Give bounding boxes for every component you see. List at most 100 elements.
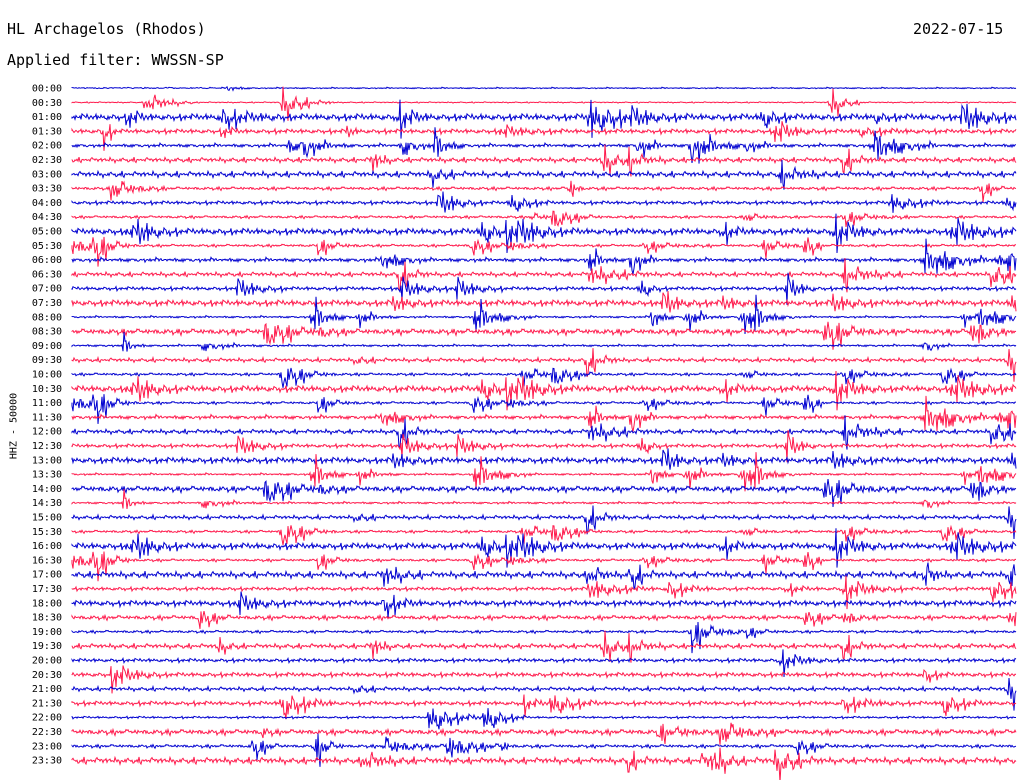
row-time-label: 21:00 — [32, 684, 62, 695]
seismic-trace — [71, 415, 1017, 450]
row-time-label: 09:30 — [32, 355, 62, 366]
row-time-label: 03:30 — [32, 184, 62, 195]
seismic-trace — [71, 144, 1017, 177]
seismic-trace — [71, 85, 1017, 92]
row-time-label: 08:00 — [32, 312, 62, 323]
seismic-trace — [71, 665, 1017, 694]
row-time-label: 18:00 — [32, 598, 62, 609]
seismic-trace — [71, 489, 1017, 509]
row-time-label: 04:30 — [32, 212, 62, 223]
row-time-label: 18:30 — [32, 613, 62, 624]
seismic-trace — [71, 694, 1017, 720]
seismic-trace — [71, 528, 1017, 568]
row-time-label: 06:00 — [32, 255, 62, 266]
row-time-label: 02:00 — [32, 141, 62, 152]
row-time-label: 00:30 — [32, 98, 62, 109]
row-time-label: 04:00 — [32, 198, 62, 209]
seismic-trace — [71, 551, 1016, 582]
row-time-label: 19:00 — [32, 627, 62, 638]
seismic-trace — [71, 394, 1016, 424]
row-time-label: 23:00 — [32, 741, 62, 752]
row-time-label: 00:00 — [32, 84, 62, 95]
seismic-trace — [71, 236, 1016, 267]
seismic-trace — [71, 747, 1017, 780]
row-time-label: 05:30 — [32, 241, 62, 252]
seismic-trace — [71, 610, 1017, 629]
seismic-trace — [71, 452, 1017, 492]
filter-label: Applied filter: WWSSN-SP — [7, 51, 224, 69]
row-time-label: 07:30 — [32, 298, 62, 309]
row-time-label: 01:00 — [32, 112, 62, 123]
row-time-label: 20:30 — [32, 670, 62, 681]
row-time-label: 07:00 — [32, 284, 62, 295]
seismic-trace — [71, 448, 1017, 470]
row-time-label: 14:30 — [32, 498, 62, 509]
seismic-trace — [71, 291, 1017, 313]
row-time-label: 15:00 — [32, 513, 62, 524]
date-label: 2022-07-15 — [913, 20, 1004, 38]
seismic-trace — [71, 191, 1017, 213]
seismic-trace — [71, 272, 1017, 305]
row-time-label: 13:30 — [32, 470, 62, 481]
row-time-label: 08:30 — [32, 327, 62, 338]
seismic-trace — [71, 395, 1017, 432]
seismic-trace — [71, 127, 1017, 164]
row-time-label: 15:30 — [32, 527, 62, 538]
row-time-label: 06:30 — [32, 269, 62, 280]
seismic-trace — [71, 238, 1017, 275]
seismic-trace — [71, 331, 1017, 352]
row-time-label: 01:30 — [32, 126, 62, 137]
seismic-trace — [71, 257, 1017, 293]
seismic-trace — [71, 621, 1017, 654]
seismic-trace — [71, 348, 1017, 382]
seismic-trace — [71, 294, 1017, 335]
seismic-trace — [71, 722, 1017, 745]
seismic-trace — [71, 733, 1017, 767]
row-time-label: 16:00 — [32, 541, 62, 552]
row-time-label: 17:30 — [32, 584, 62, 595]
seismic-trace — [71, 321, 1017, 350]
seismic-trace — [71, 180, 1017, 203]
row-time-label: 16:30 — [32, 555, 62, 566]
row-time-label: 11:30 — [32, 412, 62, 423]
seismic-trace — [71, 159, 1017, 190]
seismic-trace — [71, 649, 1017, 678]
seismic-trace — [71, 630, 1017, 663]
row-time-label: 20:00 — [32, 656, 62, 667]
seismic-trace — [71, 430, 1017, 463]
row-time-label: 09:00 — [32, 341, 62, 352]
seismic-trace — [71, 479, 1017, 508]
seismic-trace — [71, 575, 1017, 610]
row-time-label: 12:30 — [32, 441, 62, 452]
seismic-trace — [71, 677, 1017, 711]
seismic-trace — [71, 591, 1017, 619]
row-time-label: 21:30 — [32, 698, 62, 709]
row-time-label: 12:00 — [32, 427, 62, 438]
seismic-trace — [71, 708, 1016, 730]
row-time-label: 10:30 — [32, 384, 62, 395]
row-time-label: 19:30 — [32, 641, 62, 652]
row-time-label: 13:00 — [32, 455, 62, 466]
row-time-label: 02:30 — [32, 155, 62, 166]
seismic-trace — [71, 213, 1017, 254]
seismic-trace — [71, 121, 1017, 151]
row-time-label: 03:00 — [32, 169, 62, 180]
seismic-trace — [71, 367, 1017, 388]
seismic-trace — [71, 99, 1017, 139]
row-time-label: 14:00 — [32, 484, 62, 495]
seismic-trace — [71, 86, 1017, 121]
row-time-label: 22:00 — [32, 713, 62, 724]
row-time-label: 17:00 — [32, 570, 62, 581]
seismic-trace — [71, 370, 1017, 411]
row-time-label: 05:00 — [32, 227, 62, 238]
seismic-trace — [71, 562, 1017, 590]
row-time-label: 10:00 — [32, 370, 62, 381]
station-title: HL Archagelos (Rhodos) — [7, 20, 206, 38]
row-time-label: 22:30 — [32, 727, 62, 738]
seismic-trace — [71, 210, 1017, 228]
seismic-trace — [71, 524, 1017, 546]
row-time-label: 23:30 — [32, 756, 62, 767]
seismic-trace — [71, 505, 1017, 540]
row-time-label: 11:00 — [32, 398, 62, 409]
